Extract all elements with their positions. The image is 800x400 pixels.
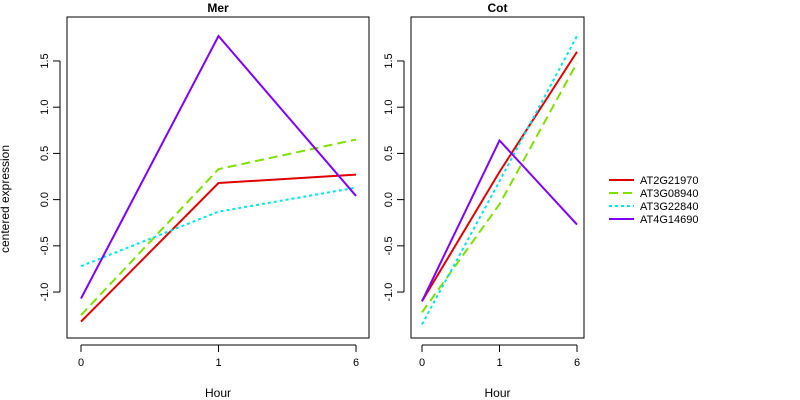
y-tick-label: -1.0 bbox=[39, 283, 51, 302]
series-line-at4g14690 bbox=[80, 34, 357, 299]
x-tick-label: 1 bbox=[496, 357, 502, 369]
series-line-at2g21970 bbox=[80, 173, 357, 323]
y-tick-label: 1.5 bbox=[39, 53, 51, 68]
plot-frame bbox=[66, 16, 370, 339]
x-tick-label: 6 bbox=[574, 357, 580, 369]
x-tick-label: 1 bbox=[215, 357, 221, 369]
x-tick-label: 6 bbox=[353, 357, 359, 369]
series-line-at4g14690 bbox=[421, 138, 578, 302]
legend-label: AT4G14690 bbox=[640, 214, 699, 226]
y-tick-label: 0.0 bbox=[383, 192, 395, 207]
y-axis-title: centered expression bbox=[0, 145, 12, 253]
y-tick-label: 0.5 bbox=[383, 146, 395, 161]
series-line-at3g22840 bbox=[421, 35, 578, 325]
y-tick-label: -0.5 bbox=[383, 236, 395, 255]
legend-item: AT3G08940 bbox=[609, 188, 699, 200]
legend-item: AT4G14690 bbox=[609, 214, 699, 226]
series-line-at3g08940 bbox=[80, 138, 357, 316]
y-tick-label: 1.0 bbox=[383, 100, 395, 115]
legend-label: AT3G08940 bbox=[640, 188, 699, 200]
x-axis-title: Hour bbox=[205, 386, 231, 400]
y-tick-label: 0.0 bbox=[39, 192, 51, 207]
y-tick-label: 1.0 bbox=[39, 100, 51, 115]
series-line-at2g21970 bbox=[421, 51, 578, 302]
x-tick-label: 0 bbox=[419, 357, 425, 369]
series-line-at3g22840 bbox=[80, 186, 357, 268]
legend-item: AT3G22840 bbox=[609, 201, 699, 213]
plot-frame bbox=[410, 16, 585, 339]
panel-title: Cot bbox=[488, 1, 508, 15]
panel-cot: Cot -1.0 -0.5 0.0 0.5 1.0 1.5 0 1 6 Hour bbox=[383, 1, 585, 400]
x-axis-title: Hour bbox=[484, 386, 510, 400]
y-tick-label: -1.0 bbox=[383, 283, 395, 302]
panel-title: Mer bbox=[207, 1, 229, 15]
panel-mer: Mer -1.0 -0.5 0.0 0.5 1.0 1.5 0 1 6 Hour bbox=[39, 1, 370, 400]
x-tick-label: 0 bbox=[78, 357, 84, 369]
series-line-at3g08940 bbox=[421, 62, 578, 313]
y-tick-label: -0.5 bbox=[39, 236, 51, 255]
legend-item: AT2G21970 bbox=[609, 175, 699, 187]
legend-label: AT3G22840 bbox=[640, 201, 699, 213]
y-tick-label: 0.5 bbox=[39, 146, 51, 161]
y-tick-label: 1.5 bbox=[383, 53, 395, 68]
legend-label: AT2G21970 bbox=[640, 175, 699, 187]
